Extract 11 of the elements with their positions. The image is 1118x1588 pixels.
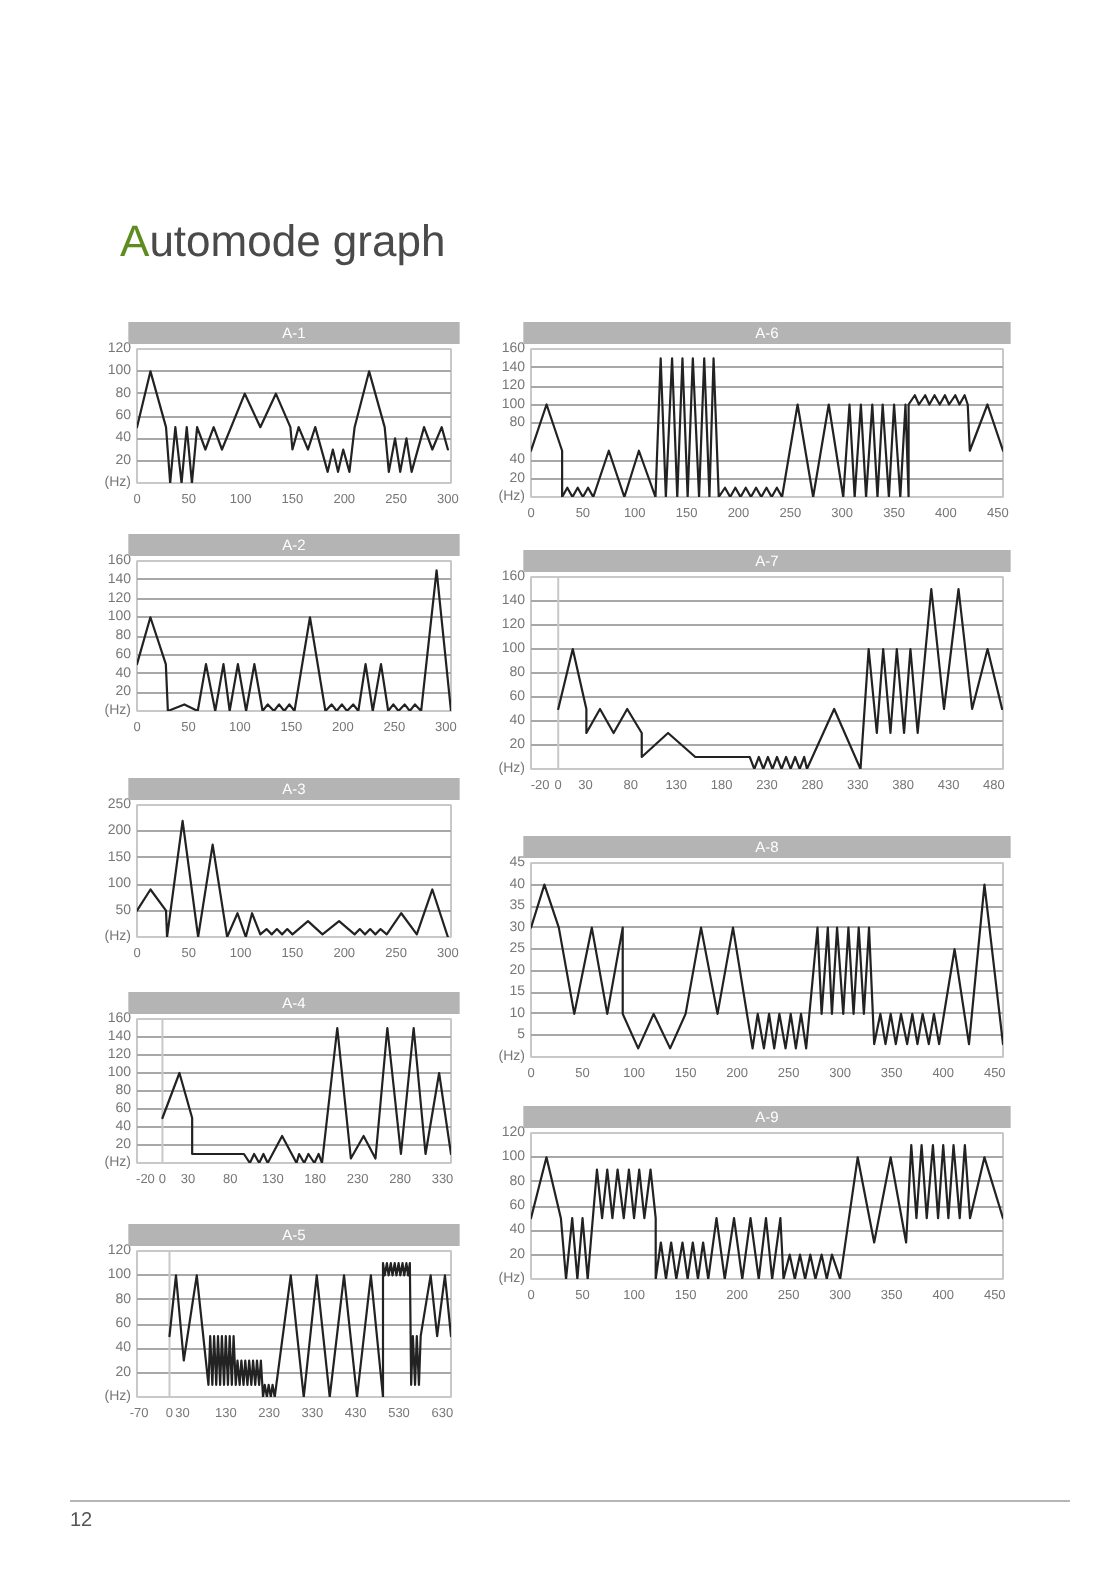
line-series <box>531 883 1003 1050</box>
line-series <box>557 587 1003 769</box>
line-series <box>137 370 449 483</box>
line-series <box>531 357 1003 497</box>
text: Automode graph <box>120 216 446 268</box>
line-series <box>137 569 451 711</box>
line-series <box>137 819 449 937</box>
line-series <box>161 1026 451 1163</box>
text: 12 <box>70 1508 93 1536</box>
line-series <box>168 1262 451 1397</box>
line-series <box>531 1144 1003 1279</box>
